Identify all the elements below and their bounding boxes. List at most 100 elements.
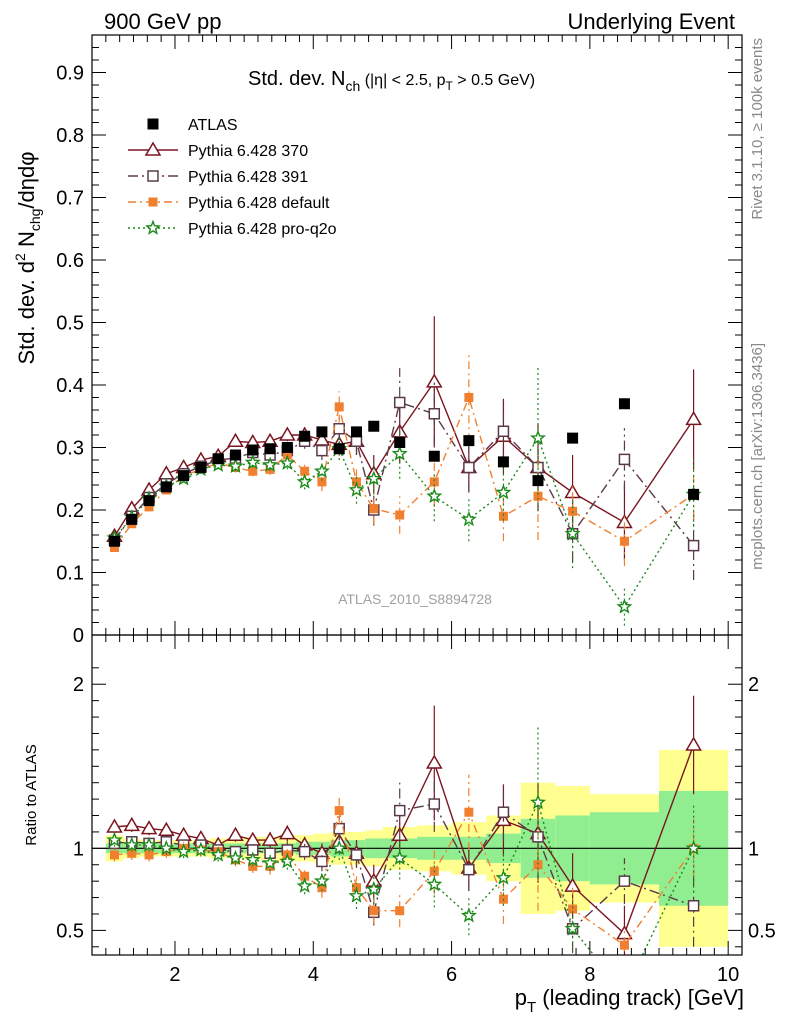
ratio-point-pythia-6-428-370 — [685, 736, 702, 751]
ratio-point-pythia-6-428-370 — [140, 820, 158, 835]
ratio-point-pythia-6-428-default — [334, 806, 344, 816]
data-point-atlas — [532, 475, 544, 487]
rivet-version-label: Rivet 3.1.10, ≥ 100k events — [749, 38, 766, 220]
data-point-pythia-6-428-default — [619, 536, 629, 546]
legend-marker — [144, 219, 162, 235]
legend-label: Pythia 6.428 default — [188, 195, 330, 212]
data-point-pythia-6-428-default — [109, 543, 119, 552]
ratio-y-tick-label-right: 2 — [748, 674, 759, 696]
data-point-atlas — [264, 443, 276, 455]
data-point-pythia-6-428-370 — [158, 465, 175, 480]
ratio-point-pythia-6-428-pro-q2o — [192, 841, 209, 857]
data-point-atlas — [688, 488, 700, 500]
main-y-tick-label: 0.4 — [56, 375, 84, 397]
ratio-point-pythia-6-428-pro-q2o — [460, 907, 477, 923]
ratio-point-pythia-6-428-391 — [497, 806, 510, 818]
data-point-pythia-6-428-370 — [685, 410, 702, 426]
legend-item: Pythia 6.428 391 — [128, 169, 308, 186]
data-point-pythia-6-428-default — [300, 466, 310, 476]
ratio-point-pythia-6-428-391 — [687, 900, 700, 912]
data-point-pythia-6-428-370 — [227, 432, 244, 447]
x-tick-label: 8 — [584, 964, 595, 986]
ratio-point-pythia-6-428-391 — [463, 863, 475, 876]
data-point-pythia-6-428-370 — [279, 426, 296, 441]
ratio-point-pythia-6-428-default — [568, 904, 578, 914]
ratio-point-pythia-6-428-pro-q2o — [210, 846, 227, 862]
header-left: 900 GeV pp — [104, 9, 221, 34]
ratio-point-pythia-6-428-pro-q2o — [158, 839, 175, 856]
data-point-atlas — [618, 398, 630, 410]
analysis-label: ATLAS_2010_S8894728 — [338, 591, 492, 607]
ratio-point-pythia-6-428-default — [144, 850, 154, 860]
main-panel: 0 0.1 0.2 0.3 0.4 0.5 0.6 0.7 0.8 0.9 — [56, 34, 743, 647]
data-point-pythia-6-428-pro-q2o — [391, 445, 408, 461]
legend-label: ATLAS — [188, 117, 238, 134]
ratio-y-tick-label: 0.5 — [56, 920, 84, 942]
data-point-atlas — [212, 453, 224, 465]
data-point-pythia-6-428-391 — [333, 423, 345, 435]
ratio-point-pythia-6-428-pro-q2o — [348, 887, 365, 903]
ratio-point-pythia-6-428-pro-q2o — [564, 920, 581, 936]
data-point-atlas — [333, 443, 345, 455]
main-y-tick-label: 0.1 — [56, 563, 84, 585]
ratio-point-pythia-6-428-pro-q2o — [227, 849, 244, 865]
series-line-pythia-6-428-pro-q2o — [113, 436, 695, 609]
data-point-pythia-6-428-370 — [425, 373, 443, 388]
ratio-point-pythia-6-428-pro-q2o — [279, 853, 296, 869]
ratio-point-pythia-6-428-pro-q2o — [365, 880, 382, 897]
ratio-point-pythia-6-428-pro-q2o — [296, 877, 313, 893]
ratio-point-pythia-6-428-pro-q2o — [685, 839, 702, 856]
data-point-pythia-6-428-391 — [618, 453, 631, 466]
legend-marker — [147, 118, 159, 130]
ratio-point-pythia-6-428-pro-q2o — [426, 875, 443, 892]
legend-marker — [144, 141, 162, 156]
data-point-atlas — [247, 444, 259, 456]
legend-label: Pythia 6.428 pro-q2o — [188, 221, 337, 238]
data-point-atlas — [350, 426, 362, 438]
main-data — [106, 316, 702, 626]
legend: ATLAS Pythia 6.428 370 Pythia 6.428 391 Pyt… — [128, 117, 337, 238]
data-point-pythia-6-428-pro-q2o — [227, 457, 244, 474]
ratio-point-pythia-6-428-pro-q2o — [331, 839, 348, 856]
ratio-point-pythia-6-428-370 — [123, 816, 141, 832]
data-point-atlas — [316, 426, 328, 438]
legend-item: Pythia 6.428 default — [128, 195, 330, 212]
data-point-pythia-6-428-pro-q2o — [244, 454, 261, 470]
ratio-point-pythia-6-428-default — [127, 848, 137, 858]
data-point-pythia-6-428-pro-q2o — [495, 484, 512, 500]
data-point-pythia-6-428-default — [144, 502, 154, 512]
data-point-atlas — [281, 442, 293, 453]
main-y-tick-label: 0.6 — [56, 250, 84, 272]
legend-item: Pythia 6.428 pro-q2o — [128, 219, 337, 238]
ratio-point-pythia-6-428-370 — [425, 754, 443, 769]
ratio-point-pythia-6-428-370 — [261, 831, 279, 846]
data-point-pythia-6-428-pro-q2o — [279, 454, 296, 471]
data-point-pythia-6-428-391 — [393, 396, 406, 409]
data-point-pythia-6-428-pro-q2o — [262, 456, 278, 472]
legend-label: Pythia 6.428 391 — [188, 169, 308, 186]
data-point-atlas — [463, 435, 475, 447]
legend-marker — [148, 197, 158, 207]
x-tick-label: 4 — [308, 964, 319, 986]
data-point-pythia-6-428-default — [533, 491, 543, 501]
data-point-pythia-6-428-pro-q2o — [313, 462, 330, 479]
data-point-pythia-6-428-pro-q2o — [564, 525, 581, 541]
data-point-atlas — [428, 450, 440, 462]
ratio-y-tick-label-right: 1 — [748, 838, 759, 860]
ratio-point-pythia-6-428-default — [395, 906, 405, 916]
ratio-point-pythia-6-428-pro-q2o — [244, 851, 261, 867]
data-point-pythia-6-428-391 — [316, 444, 328, 457]
ratio-point-pythia-6-428-pro-q2o — [495, 869, 512, 885]
data-point-pythia-6-428-default — [248, 466, 258, 476]
ratio-point-pythia-6-428-370 — [158, 821, 175, 837]
data-point-atlas — [195, 462, 207, 473]
mcplots-label: mcplots.cern.ch [arXiv:1306.3436] — [749, 343, 766, 570]
data-point-atlas — [178, 470, 190, 482]
data-point-atlas — [567, 432, 579, 444]
x-tick-label: 10 — [717, 964, 739, 986]
x-axis-label: pT (leading track) [GeV] — [515, 985, 744, 1016]
data-point-pythia-6-428-pro-q2o — [365, 470, 382, 486]
data-point-atlas — [497, 456, 509, 468]
ratio-point-pythia-6-428-391 — [350, 849, 363, 861]
